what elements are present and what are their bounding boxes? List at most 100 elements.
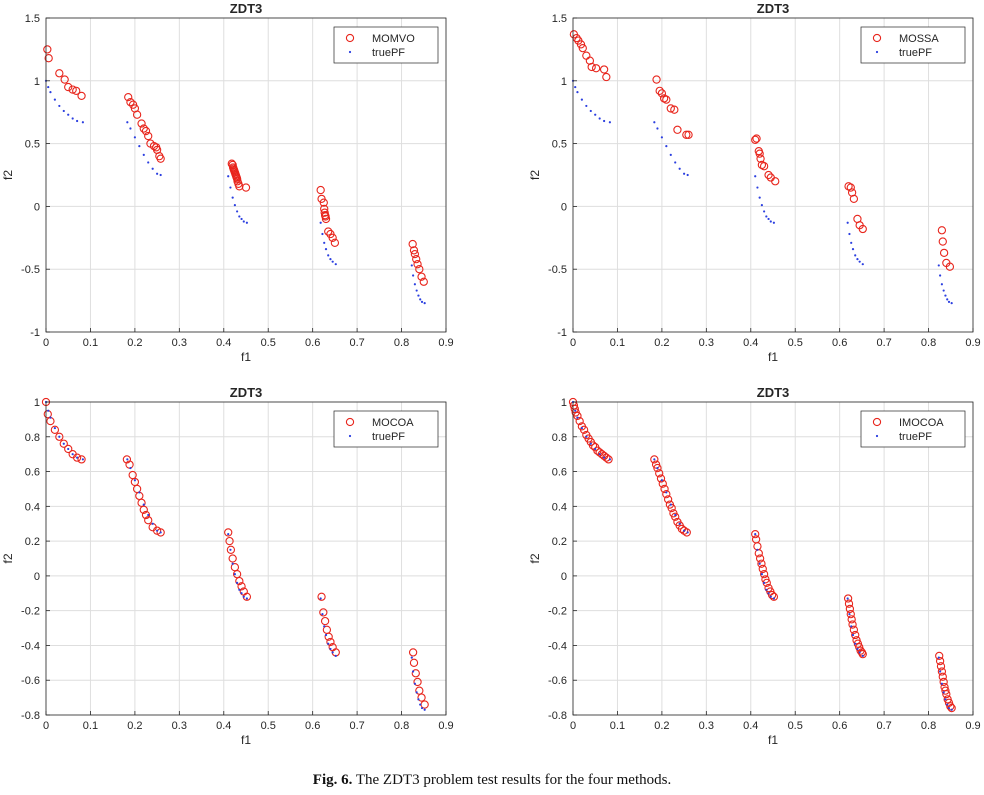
data-point-truepf <box>767 217 770 221</box>
data-point-mossa <box>849 194 859 204</box>
data-point-truepf <box>133 136 136 139</box>
data-point-momvo <box>241 183 251 192</box>
data-point-truepf <box>765 215 768 218</box>
chart-title: ZDT3 <box>757 1 790 16</box>
data-point-momvo <box>137 119 146 128</box>
data-point-mossa <box>751 135 760 144</box>
data-point-truepf <box>854 642 857 645</box>
legend: MOMVO truePF <box>333 26 439 64</box>
legend-box <box>333 410 439 448</box>
legend-label-truepf: truePF <box>372 47 405 59</box>
data-point-mocoa <box>224 528 233 537</box>
data-point-imocoa <box>939 677 948 687</box>
data-point-truepf <box>674 161 677 164</box>
data-point-truepf <box>236 581 239 584</box>
plot-area <box>46 402 446 715</box>
series-truepf <box>571 79 953 305</box>
x-tick-label: 0.7 <box>349 720 364 732</box>
data-point-truepf <box>856 647 859 651</box>
data-point-truepf <box>937 656 940 659</box>
x-tick-label: 0.7 <box>876 720 891 732</box>
data-point-truepf <box>850 241 853 244</box>
data-point-momvo <box>156 154 165 163</box>
data-point-momvo <box>410 249 420 259</box>
data-point-truepf <box>420 706 424 710</box>
data-point-mossa <box>846 183 855 192</box>
data-point-truepf <box>240 592 243 595</box>
data-point-truepf <box>58 104 61 108</box>
x-tick-label: 0.3 <box>699 720 714 732</box>
y-axis-label: f2 <box>528 170 542 180</box>
data-point-truepf <box>327 642 330 645</box>
data-point-momvo <box>44 54 53 63</box>
data-point-truepf <box>686 531 689 534</box>
data-point-truepf <box>946 298 949 301</box>
data-point-truepf <box>233 573 236 576</box>
data-point-truepf <box>49 91 52 94</box>
legend-marker-truepf <box>875 50 879 54</box>
data-point-imocoa <box>588 441 598 450</box>
data-point-momvo <box>320 204 329 214</box>
data-point-mossa <box>844 182 853 191</box>
legend-label-mossa: MOSSA <box>899 33 939 45</box>
legend-label-imocoa: IMOCOA <box>899 417 944 429</box>
figure-caption: Fig. 6. The ZDT3 problem test results fo… <box>0 772 984 789</box>
data-point-truepf <box>245 597 248 600</box>
data-point-mossa <box>662 95 671 104</box>
data-point-truepf <box>585 435 588 438</box>
data-point-truepf <box>319 597 322 600</box>
data-point-mocoa <box>324 632 333 641</box>
data-point-truepf <box>851 248 855 251</box>
data-point-truepf <box>49 416 52 419</box>
data-point-truepf <box>937 264 940 267</box>
data-point-truepf <box>126 458 129 461</box>
x-tick-label: 0.8 <box>921 720 936 732</box>
data-point-truepf <box>67 447 70 451</box>
data-point-truepf <box>242 595 245 598</box>
data-point-mocoa <box>413 677 422 687</box>
data-point-mocoa <box>144 516 153 525</box>
data-point-truepf <box>231 562 234 565</box>
x-tick-label: 0 <box>43 337 49 349</box>
data-point-truepf <box>47 409 50 412</box>
data-point-truepf <box>585 104 588 108</box>
data-point-mocoa <box>59 439 68 448</box>
data-point-imocoa <box>754 549 763 558</box>
data-point-truepf <box>327 254 330 257</box>
y-tick-label: 0.4 <box>552 501 567 513</box>
data-point-truepf <box>229 548 232 551</box>
data-point-truepf <box>67 113 70 116</box>
data-point-truepf <box>81 121 84 124</box>
data-point-imocoa <box>944 698 954 707</box>
data-point-imocoa <box>604 455 613 464</box>
y-tick-label: -1 <box>30 327 40 339</box>
data-point-truepf <box>156 172 159 175</box>
data-point-mocoa <box>141 510 151 520</box>
data-point-truepf <box>323 241 326 244</box>
x-tick-label: 0.6 <box>305 720 320 732</box>
data-point-truepf <box>760 204 763 207</box>
data-point-imocoa <box>570 404 579 414</box>
y-tick-label: -0.4 <box>21 640 40 652</box>
x-tick-label: 0.4 <box>743 337 758 349</box>
data-point-truepf <box>138 491 141 494</box>
legend-marker-imocoa <box>872 417 882 427</box>
x-tick-label: 0.7 <box>876 337 891 349</box>
y-tick-label: -0.8 <box>21 710 40 722</box>
data-point-mocoa <box>408 648 418 657</box>
y-tick-label: 1.5 <box>552 13 567 25</box>
data-point-imocoa <box>579 425 589 434</box>
series-mossa <box>569 30 955 271</box>
data-point-truepf <box>331 651 334 654</box>
data-point-imocoa <box>936 662 946 671</box>
data-point-truepf <box>417 294 420 297</box>
data-point-truepf <box>81 458 84 461</box>
chart-panel-1: 0 0.1 0.2 0.3 0.4 0.5 0.6 0.7 0.8 0.9 -1 -0.5 0 0.5 1 1… <box>1 1 454 364</box>
data-point-mocoa <box>225 536 234 546</box>
data-point-truepf <box>603 119 606 123</box>
data-point-truepf <box>589 442 592 445</box>
chart-title: ZDT3 <box>230 385 263 400</box>
data-point-momvo <box>126 98 135 107</box>
data-point-truepf <box>608 121 611 124</box>
data-point-truepf <box>598 117 601 120</box>
